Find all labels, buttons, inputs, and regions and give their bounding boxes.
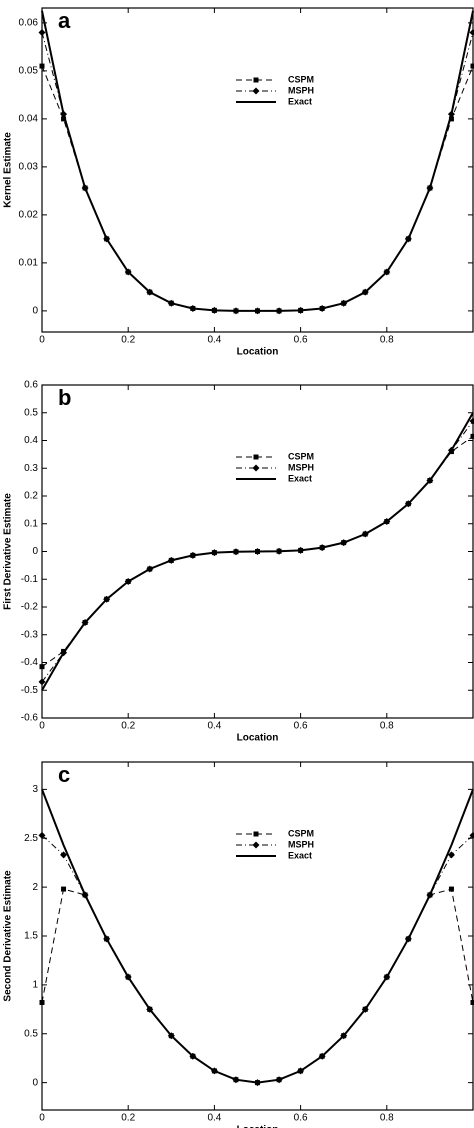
y-tick-label: 2.5 [24, 833, 38, 844]
x-axis-label: Location [237, 1125, 279, 1128]
legend-marker [252, 841, 260, 849]
y-tick-label: -0.5 [21, 685, 39, 696]
legend-label: MSPH [288, 85, 314, 95]
marker-square [470, 999, 474, 1005]
x-tick-label: 0.6 [294, 335, 308, 346]
y-tick-label: 0.4 [24, 435, 38, 446]
y-axis-label: First Derivative Estimate [3, 493, 14, 610]
panel-label: a [58, 8, 71, 33]
x-tick-label: 0 [39, 335, 45, 346]
marker-square [470, 63, 474, 69]
x-axis-label: Location [237, 733, 279, 744]
legend-marker [253, 454, 259, 460]
marker-diamond [38, 678, 46, 686]
marker-diamond [469, 831, 474, 839]
x-tick-label: 0.8 [380, 721, 394, 732]
series-line [41, 32, 474, 312]
y-tick-label: 0.04 [19, 114, 39, 125]
y-tick-label: 3 [32, 784, 38, 795]
marker-diamond [60, 851, 68, 859]
series-line [41, 10, 474, 312]
y-tick-label: -0.3 [21, 629, 39, 640]
series-line [41, 412, 474, 691]
series-line [41, 834, 474, 1084]
y-tick-label: 0.6 [24, 380, 38, 391]
legend-label: CSPM [288, 828, 314, 838]
marker-diamond [38, 831, 46, 839]
legend-marker [252, 464, 260, 472]
y-tick-label: 0 [32, 546, 38, 557]
y-tick-label: -0.2 [21, 602, 39, 613]
legend-marker [253, 77, 259, 83]
marker-diamond [38, 28, 46, 36]
marker-diamond [469, 28, 474, 36]
panel-label: c [58, 762, 70, 787]
y-tick-label: 0.06 [19, 18, 39, 29]
marker-square [39, 999, 45, 1005]
legend-marker [252, 87, 260, 95]
plot-frame [41, 7, 474, 333]
legend-label: Exact [288, 473, 312, 483]
y-tick-label: 0.2 [24, 491, 38, 502]
marker-square [470, 433, 474, 439]
marker-square [448, 116, 454, 122]
x-tick-label: 0.2 [121, 335, 135, 346]
y-tick-label: 1 [32, 980, 38, 991]
marker-diamond [447, 851, 455, 859]
marker-square [61, 116, 67, 122]
marker-square [39, 664, 45, 670]
y-tick-label: 0.02 [19, 210, 39, 221]
marker-square [448, 886, 454, 892]
y-tick-label: 0.5 [24, 1028, 38, 1039]
y-tick-label: 0.5 [24, 407, 38, 418]
y-tick-label: -0.6 [21, 713, 39, 724]
x-tick-label: 0.2 [121, 721, 135, 732]
x-tick-label: 0 [39, 721, 45, 732]
legend-label: MSPH [288, 839, 314, 849]
x-tick-label: 0.6 [294, 1113, 308, 1124]
y-tick-label: 0.01 [19, 258, 39, 269]
y-tick-label: 2 [32, 882, 38, 893]
legend-label: MSPH [288, 462, 314, 472]
y-tick-label: 0.1 [24, 518, 38, 529]
y-tick-label: 0.03 [19, 162, 39, 173]
x-tick-label: 0 [39, 1113, 45, 1124]
series-line [41, 888, 474, 1084]
panel-label: b [58, 385, 71, 410]
y-tick-label: -0.1 [21, 574, 39, 585]
x-tick-label: 0.2 [121, 1113, 135, 1124]
x-tick-label: 0.4 [207, 335, 221, 346]
x-tick-label: 0.4 [207, 721, 221, 732]
legend-label: Exact [288, 96, 312, 106]
y-axis-label: Kernel Estimate [3, 132, 14, 208]
marker-square [61, 886, 67, 892]
y-tick-label: 0 [32, 1077, 38, 1088]
marker-square [39, 63, 45, 69]
y-tick-label: 0.05 [19, 66, 39, 77]
marker-diamond [469, 417, 474, 425]
legend-label: CSPM [288, 451, 314, 461]
legend-label: Exact [288, 850, 312, 860]
legend-marker [253, 831, 259, 837]
x-tick-label: 0.8 [380, 1113, 394, 1124]
x-tick-label: 0.8 [380, 335, 394, 346]
x-tick-label: 0.6 [294, 721, 308, 732]
y-tick-label: 0 [32, 306, 38, 317]
x-tick-label: 0.4 [207, 1113, 221, 1124]
legend-label: CSPM [288, 74, 314, 84]
y-tick-label: 1.5 [24, 931, 38, 942]
x-axis-label: Location [237, 347, 279, 358]
series-line [41, 789, 474, 1084]
y-tick-label: 0.3 [24, 463, 38, 474]
y-axis-label: Second Derivative Estimate [3, 870, 14, 1002]
y-tick-label: -0.4 [21, 657, 39, 668]
